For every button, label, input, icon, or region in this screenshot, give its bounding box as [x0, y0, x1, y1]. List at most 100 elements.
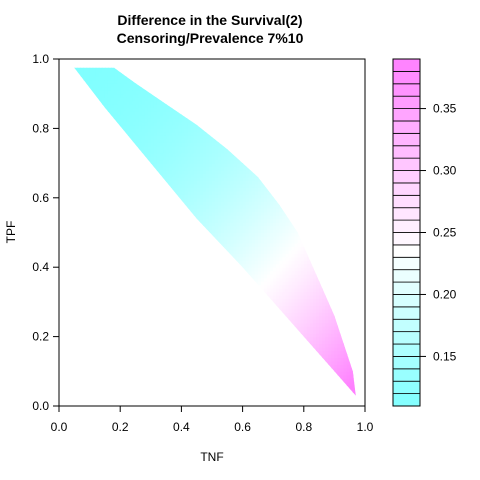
heatmap-cell [98, 86, 103, 91]
heatmap-cell [163, 142, 167, 147]
heatmap-cell [135, 104, 140, 109]
heatmap-cell [132, 111, 137, 116]
heatmap-cell [181, 117, 186, 123]
heatmap-cell [190, 208, 195, 213]
heatmap-cell [114, 100, 118, 105]
heatmap-cell [196, 215, 201, 220]
heatmap-cell [202, 208, 207, 213]
heatmap-cell [150, 93, 155, 98]
heatmap-cell [129, 121, 134, 126]
heatmap-cell [153, 104, 158, 109]
heatmap-cell [147, 104, 152, 109]
heatmap-cell [208, 173, 213, 178]
heatmap-cell [199, 145, 204, 150]
heatmap-cell [175, 159, 179, 164]
heatmap-cell [150, 97, 155, 102]
heatmap-cell [163, 117, 167, 123]
heatmap-cell [169, 145, 173, 150]
heatmap-cell [129, 100, 134, 105]
heatmap-cell [184, 131, 189, 136]
heatmap-cell [166, 111, 170, 116]
heatmap-cell [107, 100, 112, 105]
heatmap-cell [163, 145, 167, 150]
heatmap-cell [132, 90, 137, 95]
heatmap-cell [101, 67, 106, 71]
heatmap-cell [129, 93, 134, 98]
heatmap-cell [129, 79, 134, 84]
heatmap-cell [126, 86, 130, 91]
heatmap-cell [111, 97, 115, 102]
heatmap-cell [208, 166, 213, 171]
heatmap-cell [175, 145, 179, 150]
heatmap-cell [208, 190, 213, 195]
heatmap-cell [187, 156, 192, 161]
heatmap-cell [205, 197, 210, 202]
heatmap-cell [193, 149, 198, 154]
heatmap-cell [138, 121, 143, 126]
heatmap-cell [132, 114, 137, 119]
heatmap-cell [83, 67, 88, 71]
heatmap-cell [89, 72, 94, 77]
heatmap-cell [202, 176, 207, 182]
heatmap-cell [117, 117, 121, 123]
heatmap-cell [95, 69, 100, 74]
heatmap-cell [166, 138, 170, 143]
heatmap-cell [123, 117, 127, 123]
heatmap-cell [111, 79, 115, 84]
heatmap-cell [144, 131, 149, 136]
heatmap-cell [181, 135, 186, 140]
heatmap-cell [196, 194, 201, 199]
heatmap-cell [163, 124, 167, 129]
heatmap-cell [114, 93, 118, 98]
heatmap-cell [132, 104, 137, 109]
heatmap-cell [193, 170, 198, 175]
heatmap-cell [141, 97, 146, 102]
heatmap-cell [202, 187, 207, 192]
heatmap-cell [156, 128, 161, 133]
heatmap-cell [178, 170, 182, 175]
heatmap-cell [144, 149, 149, 154]
heatmap-cell [101, 76, 106, 81]
heatmap-cell [150, 128, 155, 133]
heatmap-cell [166, 135, 170, 140]
heatmap-cell [107, 72, 112, 77]
heatmap-cell [181, 124, 186, 129]
heatmap-cell [120, 72, 124, 77]
heatmap-cell [114, 117, 118, 123]
heatmap-cell [111, 114, 115, 119]
heatmap-cell [111, 104, 115, 109]
heatmap-cell [202, 145, 207, 150]
heatmap-cell [104, 107, 109, 112]
heatmap-cell [141, 149, 146, 154]
heatmap-cell [129, 86, 134, 91]
heatmap-cell [117, 111, 121, 116]
heatmap-cell [205, 166, 210, 171]
heatmap-cell [199, 131, 204, 136]
heatmap-cell [196, 128, 201, 133]
heatmap-cell [208, 222, 213, 227]
heatmap-cell [144, 107, 149, 112]
heatmap-cell [159, 152, 164, 157]
heatmap-cell [141, 107, 146, 112]
heatmap-cell [107, 104, 112, 109]
heatmap-cell [111, 69, 115, 74]
heatmap-cell [202, 149, 207, 154]
heatmap-cell [111, 86, 115, 91]
heatmap-cell [172, 124, 176, 129]
heatmap-cell [199, 166, 204, 171]
heatmap-cell [205, 170, 210, 175]
heatmap-cell [208, 145, 213, 150]
heatmap-cell [190, 138, 195, 143]
heatmap-cell [126, 100, 130, 105]
heatmap-cell [205, 215, 210, 220]
heatmap-cell [196, 170, 201, 175]
heatmap-cell [193, 187, 198, 192]
heatmap-cell [172, 135, 176, 140]
heatmap-cell [159, 166, 164, 171]
heatmap-cell [126, 83, 130, 88]
heatmap-cell [144, 111, 149, 116]
heatmap-cell [156, 107, 161, 112]
heatmap-cell [132, 97, 137, 102]
heatmap-cell [172, 142, 176, 147]
heatmap-cell [184, 194, 189, 199]
